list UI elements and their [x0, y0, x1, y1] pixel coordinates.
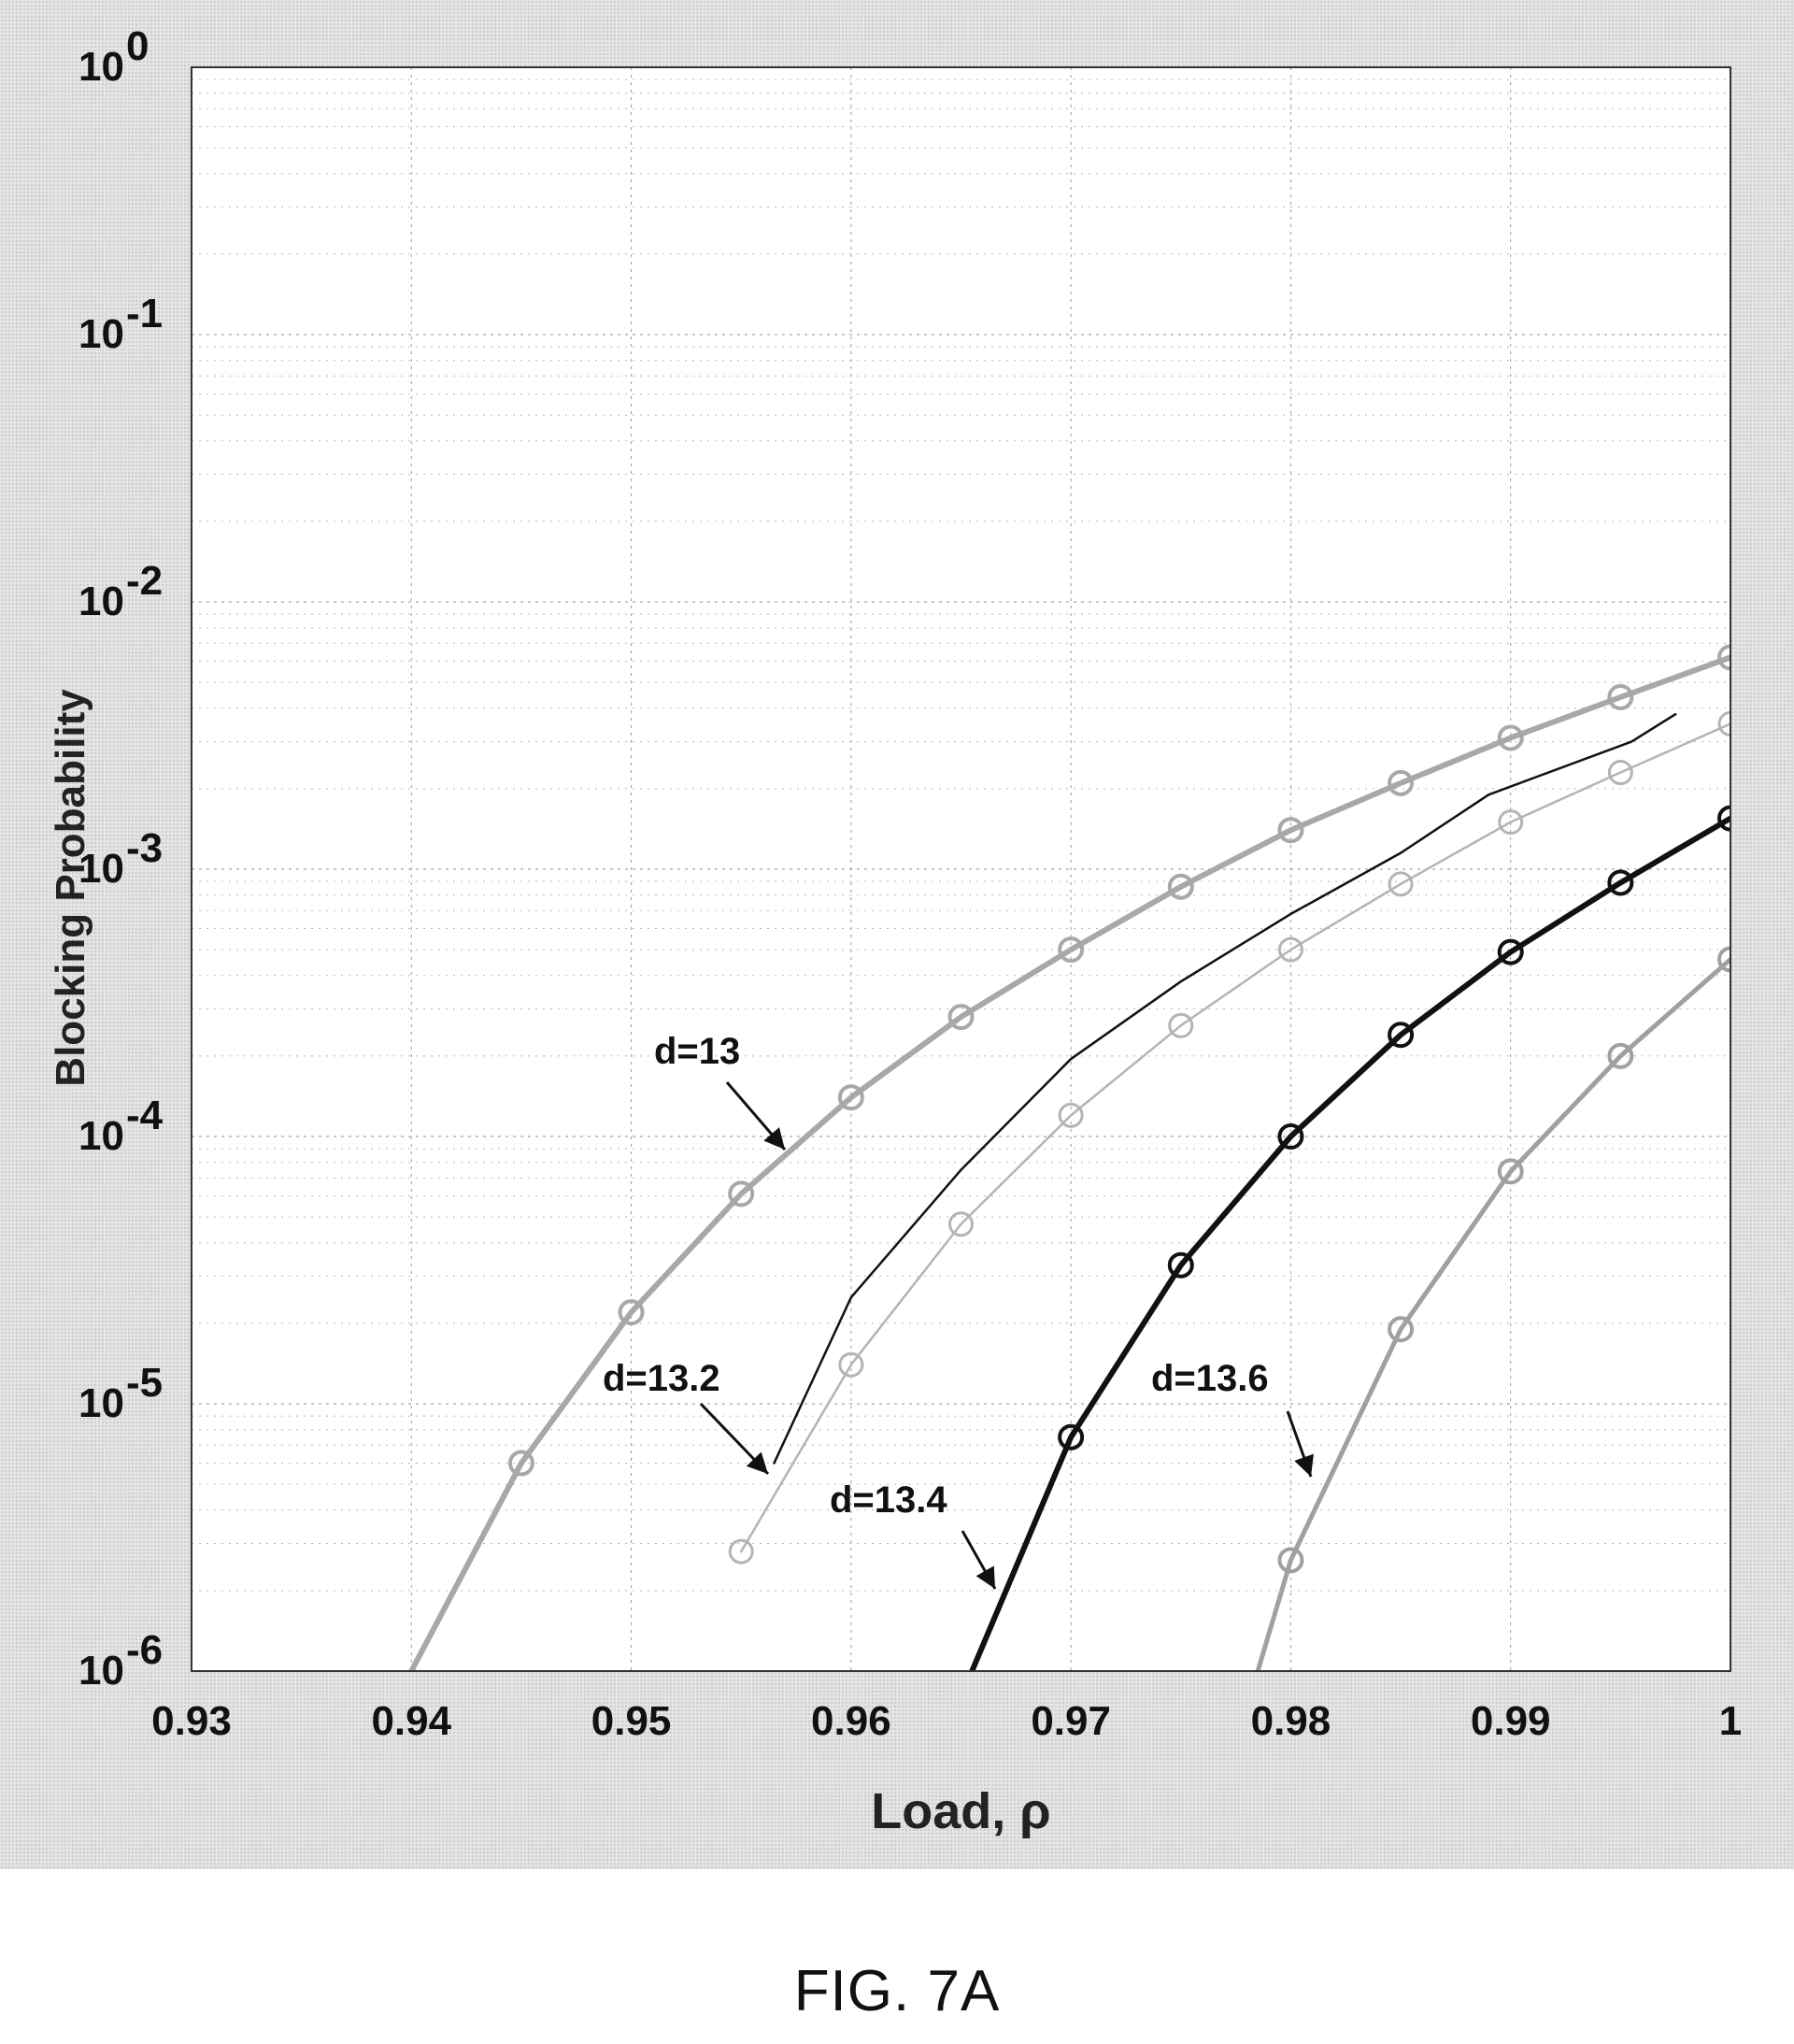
y-tick-exponent: 0	[126, 23, 149, 69]
series-line-1	[773, 712, 1677, 1465]
x-tick-labels: 0.93 0.94 0.95 0.96 0.97 0.98 0.99 1	[151, 1698, 1742, 1744]
y-tick-exponent: -1	[126, 291, 163, 336]
annotation-label: d=13	[654, 1031, 740, 1072]
annotation-arrow-head	[975, 1565, 995, 1589]
y-tick-exponent: -6	[126, 1627, 163, 1673]
series-marker	[1277, 936, 1303, 963]
blocking-probability-chart: 0.93 0.94 0.95 0.96 0.97 0.98 0.99 1 10-610-510…	[48, 23, 1742, 1839]
series-group-2	[728, 710, 1730, 1565]
series-marker	[1717, 710, 1730, 736]
y-tick-label: 10	[78, 44, 124, 90]
plot-frame	[191, 66, 1731, 1672]
series-marker	[1607, 869, 1634, 896]
series-group-0	[408, 644, 1730, 1671]
plot-area	[192, 67, 1730, 1671]
x-tick-label: 0.97	[1031, 1698, 1111, 1744]
annotation-arrow-head	[763, 1127, 785, 1150]
y-tick-exponent: -4	[126, 1093, 164, 1138]
x-tick-label: 0.96	[811, 1698, 891, 1744]
series-group-3	[969, 805, 1730, 1671]
y-tick-label: 10	[78, 311, 124, 357]
series-marker	[1717, 805, 1730, 832]
figure-caption: FIG. 7A	[793, 1959, 1001, 2023]
annotation-layer: d=13 d=13.2 d=13.4 d=13.6	[603, 1031, 1314, 1590]
series-line-0	[408, 654, 1730, 1671]
y-tick-exponent: -3	[126, 825, 163, 871]
series-marker	[728, 1538, 754, 1565]
x-axis-title: Load, ρ	[871, 1783, 1050, 1839]
x-tick-label: 0.95	[591, 1698, 672, 1744]
annotation-label: d=13.6	[1151, 1358, 1269, 1399]
annotation-arrow-head	[1294, 1453, 1314, 1477]
series-marker	[1717, 946, 1730, 973]
series-marker	[1167, 873, 1194, 900]
x-tick-label: 0.98	[1251, 1698, 1331, 1744]
series-marker	[948, 1211, 974, 1237]
series-group-1	[773, 712, 1677, 1465]
series-marker	[1277, 1123, 1304, 1150]
series-marker	[1497, 1158, 1524, 1185]
series-marker	[728, 1180, 755, 1208]
figure-area: 0.93 0.94 0.95 0.96 0.97 0.98 0.99 1 10 -6 10 -5 10…	[0, 0, 1794, 1869]
series-marker	[1607, 760, 1633, 786]
y-tick-label: 10	[78, 579, 124, 624]
series-marker	[1277, 1547, 1304, 1574]
series-marker	[1717, 644, 1730, 671]
series-marker	[1168, 1012, 1194, 1038]
series-marker	[1388, 1022, 1415, 1049]
series-line-2	[739, 722, 1730, 1553]
annotation-label: d=13.2	[603, 1358, 720, 1399]
y-axis-title: Blocking Probability	[48, 689, 93, 1087]
series-marker	[618, 1299, 645, 1326]
series-marker	[837, 1084, 864, 1111]
series-marker	[838, 1351, 864, 1378]
series-marker	[1058, 1423, 1085, 1451]
y-tick-exponent: -2	[126, 558, 163, 604]
series-marker	[1277, 817, 1304, 844]
series-line-3	[969, 815, 1730, 1671]
series-marker	[507, 1450, 534, 1477]
x-tick-label: 0.94	[371, 1698, 451, 1744]
series-marker	[1058, 936, 1085, 964]
y-tick-label: 10	[78, 1648, 124, 1694]
y-tick-label: 10	[78, 1113, 124, 1159]
annotation-arrow-head	[746, 1451, 768, 1474]
x-tick-label: 1	[1719, 1698, 1742, 1744]
series-marker	[1058, 1102, 1084, 1128]
series-marker	[1167, 1251, 1194, 1279]
series-marker	[1498, 809, 1524, 836]
series-marker	[1607, 1042, 1634, 1069]
x-tick-label: 0.99	[1471, 1698, 1551, 1744]
series-marker	[1497, 724, 1524, 751]
x-tick-label: 0.93	[151, 1698, 232, 1744]
y-tick-label: 10	[78, 846, 124, 892]
series-line-4	[1255, 956, 1730, 1671]
series-group-4	[1255, 946, 1730, 1671]
series-marker	[1388, 769, 1415, 796]
series-marker	[1388, 871, 1414, 897]
series-marker	[947, 1004, 975, 1031]
series-marker	[1388, 1316, 1415, 1343]
series-marker	[1497, 938, 1524, 965]
y-tick-label: 10	[78, 1380, 124, 1426]
series-layer	[408, 644, 1730, 1671]
annotation-label: d=13.4	[830, 1479, 947, 1521]
series-marker	[1607, 683, 1634, 710]
y-tick-exponent: -5	[126, 1360, 163, 1406]
